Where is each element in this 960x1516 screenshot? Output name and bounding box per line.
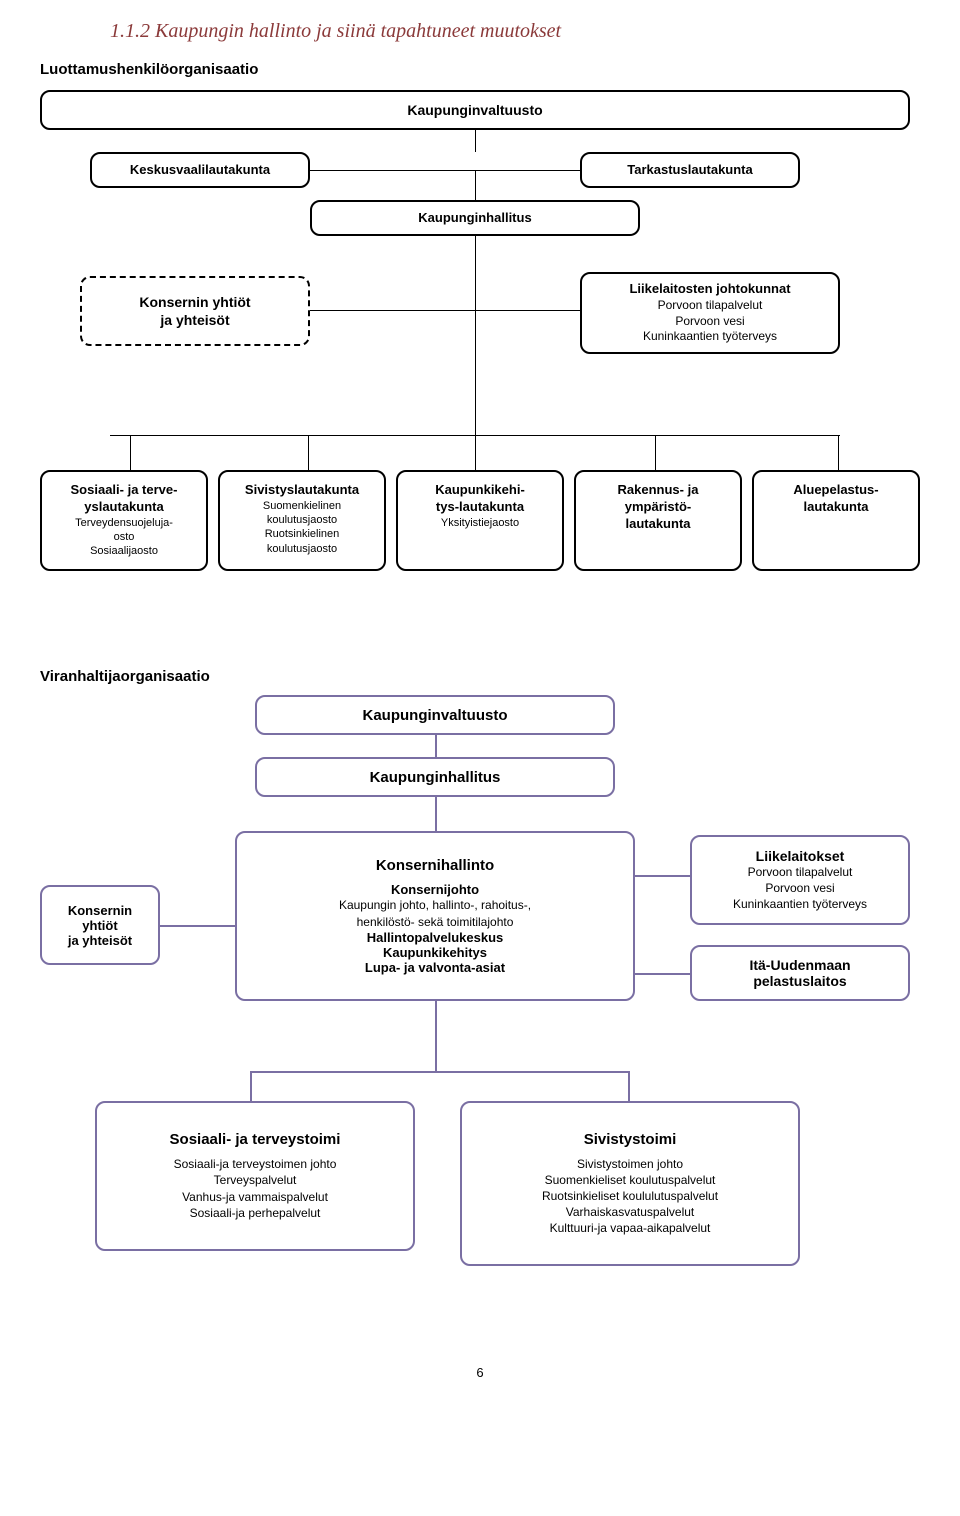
subtitle1: Luottamushenkilöorganisaatio [40, 61, 920, 78]
label: Sivistyslautakunta [226, 482, 378, 499]
connector [250, 1071, 630, 1073]
label: Porvoon tilapalvelutPorvoon vesiKuninkaa… [702, 864, 898, 913]
connector [475, 170, 476, 200]
label: Sivistystoimen johtoSuomenkieliset koulu… [472, 1156, 788, 1237]
label: Rakennus- jaympäristö-lautakunta [582, 482, 734, 533]
box-sivistystoimi: Sivistystoimi Sivistystoimen johtoSuomen… [460, 1101, 800, 1266]
box-kaupunginvaltuusto: Kaupunginvaltuusto [40, 90, 910, 130]
box-kaupunginhallitus2: Kaupunginhallitus [255, 757, 615, 797]
box-keskusvaalilautakunta: Keskusvaalilautakunta [90, 152, 310, 188]
connector [628, 1071, 630, 1101]
connector [130, 435, 131, 470]
label: Konsernin yhtiöt [88, 293, 302, 311]
box-kaupunginvaltuusto2: Kaupunginvaltuusto [255, 695, 615, 735]
label: Sosiaali-ja terveystoimen johtoTerveyspa… [107, 1156, 403, 1221]
label: Terveydensuojeluja-ostoSosiaalijaosto [48, 516, 200, 559]
connector [310, 310, 580, 311]
label: Kaupunginhallitus [318, 210, 632, 227]
bottom-row: Sosiaali- ja terve-yslautakunta Terveyde… [40, 470, 920, 571]
label: Kuninkaantien työterveys [588, 329, 832, 345]
label: Sivistystoimi [472, 1131, 788, 1148]
label: Tarkastuslautakunta [588, 162, 792, 179]
label: Sosiaali- ja terveystoimi [107, 1131, 403, 1148]
label: Kaupunkikehitys [247, 945, 623, 960]
diagram-1: Kaupunginvaltuusto Keskusvaalilautakunta… [40, 90, 920, 650]
box-liikelaitokset: Liikelaitokset Porvoon tilapalvelutPorvo… [690, 835, 910, 925]
label: Sosiaali- ja terve-yslautakunta [48, 482, 200, 516]
subtitle2: Viranhaltijaorganisaatio [40, 668, 920, 685]
label: Kaupungin johto, hallinto-, rahoitus-,he… [247, 897, 623, 929]
connector [635, 875, 690, 877]
connector [635, 973, 690, 975]
label: Konsernijohto [247, 882, 623, 897]
box-konsernin-yhtiot2: Konserninyhtiötja yhteisöt [40, 885, 160, 965]
label: Konserninyhtiötja yhteisöt [52, 903, 148, 948]
label: Lupa- ja valvonta-asiat [247, 960, 623, 975]
connector [475, 130, 476, 152]
connector [475, 435, 476, 470]
label: Keskusvaalilautakunta [98, 162, 302, 179]
label: Itä-Uudenmaanpelastuslaitos [702, 957, 898, 989]
connector [475, 236, 476, 276]
connector [435, 1001, 437, 1071]
label: Liikelaitosten johtokunnat [588, 281, 832, 298]
label: ja yhteisöt [88, 311, 302, 329]
label: Porvoon vesi [588, 314, 832, 330]
label: Kaupunginhallitus [267, 769, 603, 786]
box-liikelaitosten: Liikelaitosten johtokunnat Porvoon tilap… [580, 272, 840, 354]
label: Kaupunkikehi-tys-lautakunta [404, 482, 556, 516]
label: Konsernihallinto [247, 857, 623, 874]
box-sivistyslautakunta: Sivistyslautakunta Suomenkielinenkoulutu… [218, 470, 386, 571]
box-aluepelastus: Aluepelastus-lautakunta [752, 470, 920, 571]
box-tarkastuslautakunta: Tarkastuslautakunta [580, 152, 800, 188]
page-number: 6 [40, 1365, 920, 1380]
connector [308, 435, 309, 470]
label: Hallintopalvelukeskus [247, 930, 623, 945]
diagram-2: Kaupunginvaltuusto Kaupunginhallitus Kon… [40, 695, 920, 1355]
label: Liikelaitokset [702, 848, 898, 864]
connector [160, 925, 235, 927]
connector [435, 735, 437, 757]
connector [838, 435, 839, 470]
connector [655, 435, 656, 470]
box-ita-uudenmaan: Itä-Uudenmaanpelastuslaitos [690, 945, 910, 1001]
label: Aluepelastus-lautakunta [760, 482, 912, 516]
box-konsernin-yhtiot: Konsernin yhtiöt ja yhteisöt [80, 276, 310, 346]
box-sosiaali-terveystoimi: Sosiaali- ja terveystoimi Sosiaali-ja te… [95, 1101, 415, 1251]
connector [250, 1071, 252, 1101]
connector [475, 396, 476, 435]
connector [475, 276, 476, 396]
label: Yksityistiejaosto [404, 516, 556, 530]
connector [310, 170, 580, 171]
label: Kaupunginvaltuusto [267, 707, 603, 724]
box-sosiaali-terveys: Sosiaali- ja terve-yslautakunta Terveyde… [40, 470, 208, 571]
label: SuomenkielinenkoulutusjaostoRuotsinkieli… [226, 499, 378, 556]
label: Porvoon tilapalvelut [588, 298, 832, 314]
box-konsernihallinto: Konsernihallinto Konsernijohto Kaupungin… [235, 831, 635, 1001]
box-kaupunkikehitys: Kaupunkikehi-tys-lautakunta Yksityistiej… [396, 470, 564, 571]
page-title: 1.1.2 Kaupungin hallinto ja siinä tapaht… [110, 20, 920, 43]
label: Kaupunginvaltuusto [48, 101, 902, 119]
box-kaupunginhallitus: Kaupunginhallitus [310, 200, 640, 236]
box-rakennus-ymparisto: Rakennus- jaympäristö-lautakunta [574, 470, 742, 571]
connector [435, 797, 437, 831]
